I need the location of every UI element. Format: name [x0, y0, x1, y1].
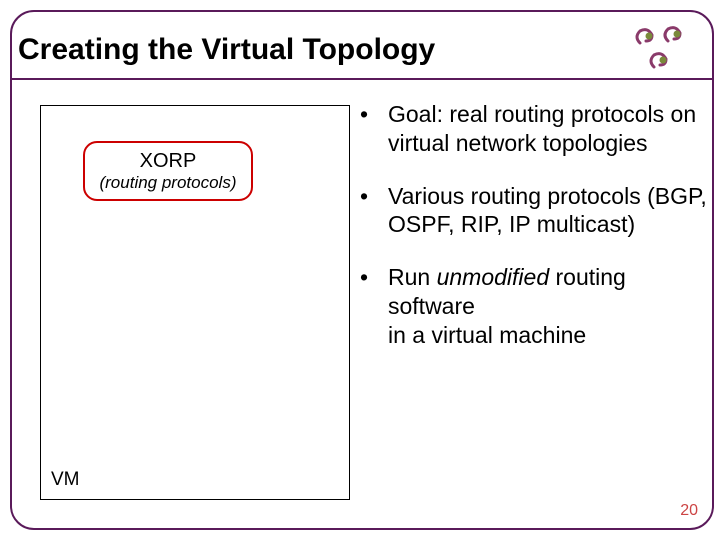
bullet-item: • Various routing protocols (BGP, OSPF, … [370, 182, 718, 240]
title-bar: Creating the Virtual Topology [0, 22, 700, 77]
page-number: 20 [680, 502, 698, 520]
xorp-sublabel: (routing protocols) [99, 173, 236, 193]
slide-title: Creating the Virtual Topology [18, 33, 435, 67]
bullet-list: • Goal: real routing protocols on virtua… [370, 100, 718, 373]
bullet-text-before: Run [388, 264, 437, 290]
xorp-label: XORP [140, 150, 197, 173]
vm-label: VM [51, 469, 80, 491]
bullet-dot: • [374, 182, 388, 211]
bullet-italic: unmodified [437, 264, 550, 290]
bullet-item: • Goal: real routing protocols on virtua… [370, 100, 718, 158]
bullet-dot: • [374, 100, 388, 129]
title-underline [10, 78, 712, 80]
bullet-item: • Run unmodified routing softwarein a vi… [370, 263, 718, 349]
bullet-text: Goal: real routing protocols on virtual … [388, 101, 696, 156]
swirl-logo-icon [630, 25, 690, 75]
bullet-dot: • [374, 263, 388, 292]
diagram-panel: XORP (routing protocols) VM [40, 105, 350, 500]
xorp-box: XORP (routing protocols) [83, 141, 253, 201]
bullet-text: Various routing protocols (BGP, OSPF, RI… [388, 183, 707, 238]
